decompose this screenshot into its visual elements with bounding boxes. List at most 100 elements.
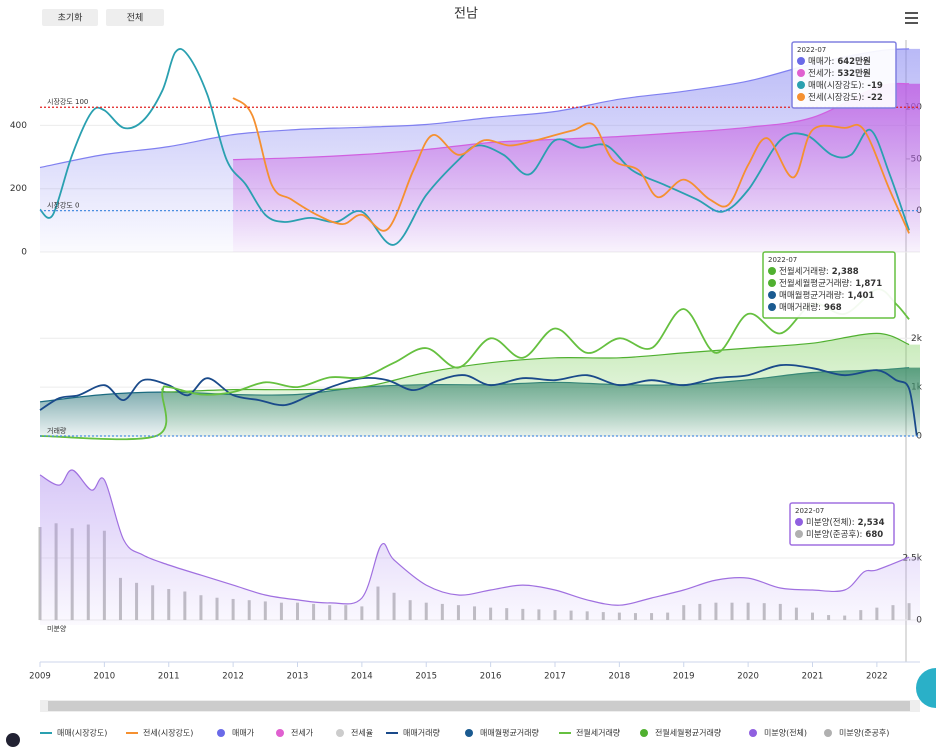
legend-label: 전월세월평균거래량 (655, 728, 722, 738)
tooltip-name: 전세가: (808, 68, 834, 79)
logo (6, 733, 20, 747)
legend-marker (276, 729, 284, 737)
tooltip-value: 2,534 (858, 518, 885, 528)
line (233, 82, 910, 161)
tooltip-name: 전월세월평균거래량: (779, 278, 852, 289)
button-label[interactable]: 초기화 (58, 13, 83, 24)
x-tick-label: 2010 (94, 672, 116, 682)
tooltip-date: 2022-07 (768, 256, 797, 264)
tooltip-date: 2022-07 (795, 507, 824, 515)
tooltip-marker (768, 291, 776, 299)
tooltip-row: 전세(시장강도): -22 (808, 92, 883, 103)
tooltip-value: -19 (867, 81, 882, 91)
tooltip-name: 미분양(준공후): (806, 529, 862, 540)
legend-marker (749, 729, 757, 737)
tooltip-marker (795, 518, 803, 526)
tooltip-marker (795, 530, 803, 538)
tooltip-value: 642만원 (837, 56, 871, 67)
tooltip-row: 매매(시장강도): -19 (808, 80, 883, 91)
line (39, 469, 910, 606)
axis-label: 미분양 (47, 624, 67, 633)
tooltip-value: 680 (865, 530, 883, 540)
x-tick-label: 2009 (29, 672, 51, 682)
tooltip-value: 1,401 (847, 291, 874, 301)
y-tick-label: 0 (916, 432, 922, 442)
x-tick-label: 2020 (737, 672, 759, 682)
legend-label: 전세율 (351, 728, 373, 738)
tooltip-row: 미분양(전체): 2,534 (806, 517, 885, 528)
legend-marker (640, 729, 648, 737)
legend-label: 미분양(준공후) (839, 729, 889, 738)
tooltip-row: 전월세거래량: 2,388 (779, 266, 859, 277)
tooltip-marker (768, 279, 776, 287)
reference-label: 시장강도 0 (47, 201, 79, 210)
tooltip-value: -22 (867, 93, 882, 103)
x-tick-label: 2021 (802, 672, 824, 682)
x-tick-label: 2019 (673, 672, 695, 682)
tooltip-name: 전월세거래량: (779, 266, 829, 277)
tooltip-marker (797, 81, 805, 89)
legend-label: 매매월평균거래량 (480, 728, 540, 738)
area (40, 469, 920, 625)
tooltip-name: 매매월평균거래량: (779, 290, 844, 301)
legend-marker (465, 729, 473, 737)
floating-button[interactable] (916, 668, 936, 708)
legend-label: 전세(시장강도) (143, 728, 193, 738)
button-label[interactable]: 전체 (127, 13, 144, 24)
tooltip (762, 251, 896, 319)
tooltip-marker (768, 267, 776, 275)
tooltip-marker (797, 57, 805, 65)
line (232, 97, 910, 234)
y-tick-label: 200 (10, 184, 27, 194)
tooltip-row: 매매월평균거래량: 1,401 (779, 290, 874, 301)
tooltip-name: 전세(시장강도): (808, 92, 864, 103)
legend-label: 전세가 (291, 728, 314, 738)
tooltip-name: 매매가: (808, 57, 834, 67)
scrollbar-thumb[interactable] (48, 701, 910, 711)
x-tick-label: 2017 (544, 672, 566, 682)
tooltip-row: 매매거래량: 968 (779, 302, 842, 313)
tooltip-date: 2022-07 (797, 46, 826, 54)
legend-marker (336, 729, 344, 737)
tooltip-row: 전월세월평균거래량: 1,871 (779, 278, 882, 289)
y-tick-label: 2k (911, 334, 923, 344)
legend-marker (824, 729, 832, 737)
chart-title: 전남 (454, 7, 478, 22)
all-button[interactable] (106, 9, 164, 26)
y-tick-label: 0 (21, 248, 27, 258)
x-tick-label: 2015 (415, 672, 437, 682)
x-tick-label: 2011 (158, 672, 180, 682)
legend-label: 매매거래량 (403, 728, 440, 738)
y-tick-label: 400 (10, 121, 27, 131)
x-tick-label: 2018 (609, 672, 631, 682)
x-tick-label: 2014 (351, 672, 373, 682)
tooltip-row: 매매가: 642만원 (808, 56, 871, 67)
x-tick-label: 2016 (480, 672, 502, 682)
tooltip (791, 41, 897, 109)
tooltip-name: 미분양(전체): (806, 517, 855, 528)
tooltip-name: 매매(시장강도): (808, 80, 864, 91)
legend-label: 미분양(전체) (764, 728, 807, 738)
x-tick-label: 2022 (866, 672, 888, 682)
area (40, 333, 920, 440)
tooltip-value: 1,871 (855, 279, 882, 289)
tooltip-row: 미분양(준공후): 680 (806, 529, 883, 540)
tooltip-value: 532만원 (837, 68, 871, 79)
area (233, 83, 921, 252)
reference-label: 거래량 (47, 426, 67, 435)
line (39, 364, 918, 437)
tooltip-marker (797, 69, 805, 77)
line (39, 48, 910, 246)
tooltip (789, 502, 895, 546)
reset-button[interactable] (42, 9, 98, 26)
tooltip-row: 전세가: 532만원 (808, 68, 871, 79)
reference-label: 시장강도 100 (47, 97, 88, 106)
menu-icon[interactable] (905, 12, 918, 24)
line (39, 288, 910, 441)
line (39, 48, 910, 169)
tooltip-value: 2,388 (832, 267, 859, 277)
legend-label: 전월세거래량 (576, 728, 621, 738)
x-tick-label: 2013 (287, 672, 309, 682)
